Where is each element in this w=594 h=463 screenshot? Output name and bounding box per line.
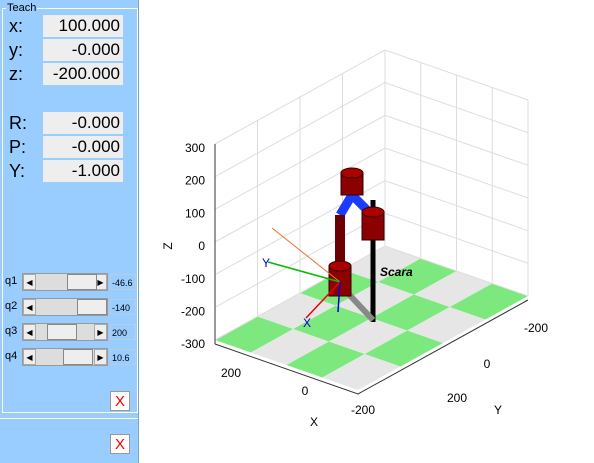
x-tick-label: 200 (221, 366, 241, 380)
robot-joint (328, 260, 352, 272)
robot-joint (340, 167, 364, 179)
z-tick-label: 200 (185, 174, 205, 188)
z-tick-label: 0 (198, 239, 205, 253)
slider-thumb[interactable] (63, 349, 93, 365)
grid-line (214, 49, 529, 145)
slider-arrow[interactable]: ◀ (23, 349, 36, 365)
robot-joint (361, 206, 385, 218)
close-button[interactable]: X (110, 434, 130, 454)
x-axis-label: X (310, 415, 318, 429)
divider (0, 418, 138, 419)
z-tick-label: 100 (185, 206, 205, 220)
frame-label: X (303, 316, 311, 330)
z-tick-label: 300 (185, 141, 205, 155)
frame-axis (305, 281, 341, 319)
floor-tile (364, 330, 443, 367)
joint-label: q3 (5, 325, 18, 337)
x-tick-label: 0 (302, 384, 309, 398)
floor-tile (286, 341, 365, 378)
slider-thumb[interactable] (67, 274, 97, 290)
close-button[interactable]: X (110, 391, 130, 411)
frame-axis (271, 227, 341, 283)
z-axis-label: Z (161, 242, 175, 249)
robot-name: Scara (380, 265, 413, 279)
joint-label: q1 (5, 275, 18, 287)
slider-arrow[interactable]: ▶ (94, 349, 107, 365)
y-tick-label: 200 (447, 391, 467, 405)
floor-tile (414, 271, 493, 307)
plot: 300 200 100 0 -100 -200 -300 200 0 -200 -200 0 200 X Y… (161, 49, 548, 429)
teach-panel: Teach x: 100.000 y: -0.000 z: -200.000 R: -0.00… (0, 0, 139, 463)
y-axis-label: Y (494, 403, 502, 417)
floor-tile (449, 283, 528, 320)
joint-value: -140 (110, 299, 136, 315)
slider-arrow[interactable]: ◀ (23, 274, 36, 290)
field-label: R: (9, 113, 27, 133)
joint-value: 10.6 (110, 349, 136, 365)
field-label: P: (9, 137, 27, 157)
grid-line (214, 82, 529, 178)
field-label: y: (9, 40, 24, 60)
field-label: x: (9, 16, 24, 36)
field-value: -1.000 (43, 160, 123, 182)
joint-value: -46.6 (110, 274, 136, 290)
z-tick-label: -300 (181, 337, 205, 351)
field-value: -200.000 (43, 63, 123, 85)
slider[interactable]: ◀▶ (22, 323, 108, 341)
field-value: 100.000 (43, 15, 123, 37)
z-tick-label: -100 (181, 272, 205, 286)
axis-line (214, 299, 529, 395)
x-tick-label: -200 (351, 403, 375, 417)
slider-arrow[interactable]: ◀ (23, 324, 36, 340)
field-value: -0.000 (43, 39, 123, 61)
group-title: Teach (6, 2, 38, 14)
joint-label: q4 (5, 350, 18, 362)
floor-tile (329, 318, 408, 354)
field-value: -0.000 (43, 136, 123, 158)
floor-tile (342, 246, 421, 282)
slider[interactable]: ◀▶ (22, 348, 108, 366)
joint-label: q2 (5, 300, 18, 312)
joint-value: 200 (110, 324, 136, 340)
floor-tile (378, 258, 457, 295)
floor-tile (293, 305, 372, 342)
y-tick-label: -200 (524, 321, 548, 335)
floor-tile (250, 329, 329, 365)
floor-tile (322, 354, 401, 390)
floor-tile (215, 316, 294, 353)
field-label: Y: (9, 161, 26, 181)
z-tick-label: -200 (181, 305, 205, 319)
frame-axis (337, 281, 341, 313)
slider[interactable]: ◀▶ (22, 298, 108, 316)
slider-arrow[interactable]: ◀ (23, 299, 36, 315)
slider-thumb[interactable] (47, 324, 77, 340)
floor-tile (257, 293, 336, 329)
field-value: -0.000 (43, 112, 123, 134)
group-box (2, 8, 138, 413)
frame-axis (267, 261, 341, 283)
y-tick-label: 0 (484, 357, 491, 371)
frame-label: Y (262, 256, 270, 270)
floor-tile (371, 294, 450, 331)
field-label: z: (9, 64, 24, 84)
slider-thumb[interactable] (77, 299, 107, 315)
slider[interactable]: ◀▶ (22, 273, 108, 291)
slider-arrow[interactable]: ▶ (94, 324, 107, 340)
floor-tile (407, 307, 486, 343)
grid-line (214, 114, 529, 210)
